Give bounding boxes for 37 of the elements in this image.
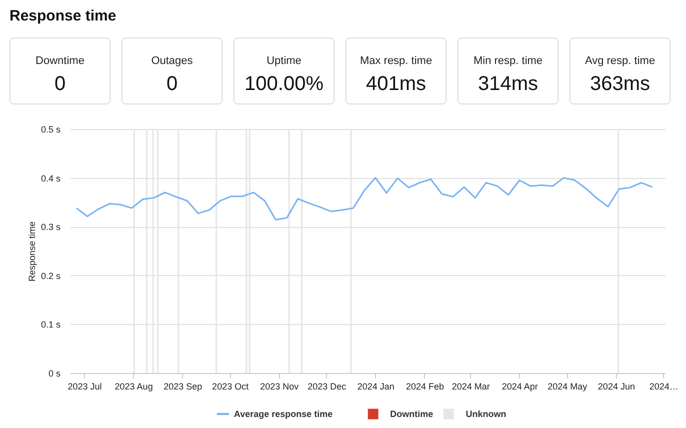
category-label: Avg resp. time [584, 55, 656, 67]
x-tick-label: 2024 Apr [502, 382, 538, 392]
text: 314ms [478, 73, 538, 95]
y-tick-label: 0.2 s [40, 270, 61, 281]
x-tick-label: 2023 Dec [308, 382, 347, 392]
category-label: Uptime [266, 55, 302, 67]
text: 100.00% [244, 73, 324, 95]
text: 0 [166, 73, 178, 95]
x-tick-label: 2023 Aug [114, 382, 153, 392]
y-axis-title: Response time [26, 221, 37, 282]
line-series [76, 177, 654, 221]
x-tick-label: 2023 Jul [68, 382, 102, 392]
text: 401ms [366, 73, 426, 95]
legend-label: Average response time [234, 409, 333, 419]
category-label: Min resp. time [473, 55, 543, 67]
legend-label: Downtime [390, 409, 434, 419]
x-tick-label: 2023 Oct [212, 382, 250, 392]
text: 363ms [590, 73, 650, 95]
text: 0 [54, 73, 66, 95]
y-tick-label: 0 s [48, 368, 61, 378]
category-label: Max resp. time [360, 55, 432, 67]
x-tick-label: 2023 Sep [164, 382, 202, 392]
x-tick-label: 2024… [649, 382, 678, 392]
x-tick-label: 2024 Jan [357, 382, 394, 392]
x-tick-label: 2024 Mar [452, 382, 490, 392]
text: Response time [10, 8, 116, 24]
y-tick-label: 0.1 s [40, 320, 61, 330]
y-tick-label: 0.5 s [40, 124, 61, 134]
x-tick-label: 2024 Jun [598, 382, 635, 392]
x-tick-label: 2024 May [548, 382, 588, 392]
x-tick-label: 2023 Nov [260, 382, 300, 392]
y-tick-label: 0.3 s [40, 222, 61, 232]
category-label: Outages [151, 55, 194, 67]
legend-label: Unknown [466, 409, 506, 419]
category-label: Downtime [36, 55, 84, 67]
y-tick-label: 0.4 s [40, 173, 61, 184]
x-tick-label: 2024 Feb [406, 382, 444, 392]
